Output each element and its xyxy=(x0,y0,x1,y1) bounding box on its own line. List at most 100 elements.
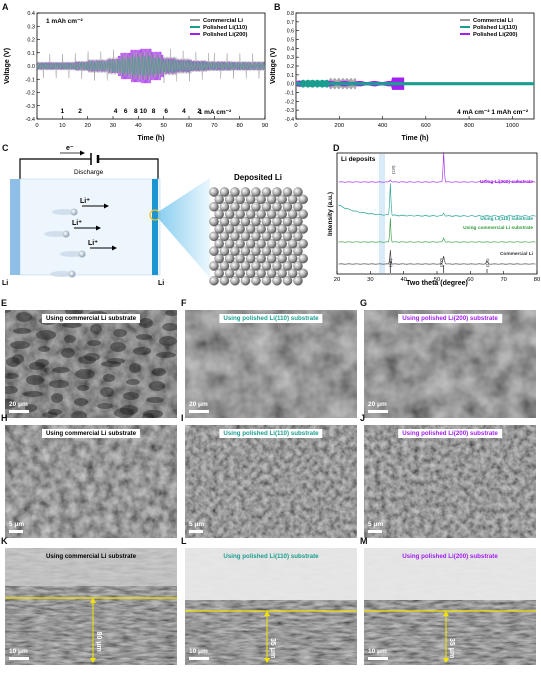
sem-image-e: Using commercial Li substrate 20 μm xyxy=(5,310,177,418)
lattice-atom xyxy=(298,253,308,264)
ion-trail xyxy=(50,271,74,277)
lattice-atom xyxy=(209,231,219,242)
chart-a-ytick-label: -0.3 xyxy=(26,104,35,110)
lattice-atom xyxy=(293,231,303,242)
lattice-atom xyxy=(240,261,251,271)
scale-bar-label: 5 μm xyxy=(368,521,384,528)
sem-image-j: Using polished Li(200) substrate 5 μm xyxy=(364,425,536,538)
panel-label-m: M xyxy=(360,536,368,546)
chart-d-peak-label: (110) xyxy=(392,165,396,174)
chart-d-peak-label: (110) xyxy=(389,258,393,267)
sem-caption: Using commercial Li substrate xyxy=(41,314,141,323)
chart-d-highlight xyxy=(379,154,385,273)
li-ion-label: Li⁺ xyxy=(88,240,98,247)
lattice-atom xyxy=(251,202,261,212)
li-ion-label: Li⁺ xyxy=(80,198,90,205)
lattice-atom xyxy=(293,202,303,212)
chart-b-legend-entry: Polished Li(110) xyxy=(473,25,517,31)
chart-a-xtick-label: 40 xyxy=(135,123,141,129)
lattice-atom xyxy=(235,239,245,249)
lattice-atom xyxy=(230,276,240,286)
li-ion-sphere xyxy=(78,250,86,258)
chart-d-xtick-label: 60 xyxy=(467,277,473,283)
chart-b-legend-entry: Polished Li(200) xyxy=(473,32,518,38)
lattice-atom xyxy=(245,239,256,249)
lattice-atom xyxy=(230,202,240,212)
chart-a-ytick-label: 0.4 xyxy=(27,11,35,17)
lattice-atom xyxy=(224,253,235,264)
chart-a-legend-entry: Polished Li(200) xyxy=(203,32,248,38)
lattice-atom xyxy=(245,194,256,205)
lattice-atom xyxy=(209,276,219,286)
lattice-atom xyxy=(251,187,261,197)
lattice-atom xyxy=(261,216,272,227)
panel-label-l: L xyxy=(181,536,187,546)
chart-d-series-label: Using commercial Li substrate xyxy=(463,225,533,231)
chart-d-xtick-label: 80 xyxy=(534,277,540,283)
lattice-atom xyxy=(293,216,303,227)
chart-b-ytick-label: 0.2 xyxy=(287,64,294,70)
chart-b-ytick-label: -0.2 xyxy=(285,99,294,105)
chart-b-ytick-label: -0.4 xyxy=(285,117,294,123)
lattice-atom xyxy=(277,268,287,279)
lattice-atom xyxy=(224,239,235,249)
lattice-atom xyxy=(277,253,287,264)
lattice-atom xyxy=(298,268,308,279)
chart-a-xtick-label: 70 xyxy=(211,123,217,129)
lattice-atom xyxy=(261,261,272,271)
chart-b-xlabel: Time (h) xyxy=(401,135,428,142)
thickness-label: 80 μm xyxy=(95,632,102,652)
lattice-atom xyxy=(251,246,261,256)
chart-b-ytick-label: -0.1 xyxy=(285,91,294,97)
chart-b-ytick-label: -0.3 xyxy=(285,108,294,114)
lattice-atom xyxy=(224,268,235,279)
chart-a-xtick-label: 60 xyxy=(186,123,192,129)
lattice-atom xyxy=(224,194,235,205)
chart-d-series-line xyxy=(338,152,536,183)
scale-bar-label: 5 μm xyxy=(189,521,205,528)
electrolyte xyxy=(19,178,161,276)
chart-d-xtick-label: 50 xyxy=(434,277,440,283)
chart-a-ytick-label: -0.2 xyxy=(26,91,35,97)
chart-b-footer: 4 mA cm⁻² 1 mAh cm⁻² xyxy=(457,109,529,116)
chart-b-xtick-label: 200 xyxy=(334,123,344,129)
chart-d-xtick-label: 30 xyxy=(367,277,373,283)
ion-trail xyxy=(52,209,76,215)
chart-b-xtick-label: 1000 xyxy=(506,123,519,129)
lattice-atom xyxy=(261,231,272,242)
lattice-atom xyxy=(224,224,235,234)
chart-d-peak-label: (200) xyxy=(439,257,443,267)
zoom-beam xyxy=(158,178,210,278)
lattice-atom xyxy=(266,224,277,234)
lattice-atom xyxy=(272,246,282,256)
chart-a-ytick-label: -0.1 xyxy=(26,77,35,83)
chart-d-series-line xyxy=(338,218,536,243)
lattice-atom xyxy=(224,209,235,219)
chart-d-series-line xyxy=(338,250,536,265)
scale-bar xyxy=(368,657,388,660)
lattice-atom xyxy=(272,202,282,212)
lattice-atom xyxy=(209,261,219,271)
lattice-atom xyxy=(256,194,266,205)
lattice-atom xyxy=(230,187,240,197)
lattice-atom xyxy=(230,246,240,256)
panel-label-j: J xyxy=(360,413,366,423)
lattice-atom xyxy=(245,253,256,264)
deposited-li-label: Deposited Li xyxy=(234,173,282,182)
lattice-atom xyxy=(256,268,266,279)
scale-bar-label: 20 μm xyxy=(189,401,208,408)
chart-b-xtick-label: 600 xyxy=(421,123,431,129)
panel-label-i: I xyxy=(181,413,184,423)
sem-caption: Using commercial Li substrate xyxy=(45,553,137,560)
chart-b-ytick-label: 0.5 xyxy=(287,38,294,44)
chart-a: -0.4 -0.3 -0.2 -0.1 0.0 0.1 0.2 0.3 0.4 0 10 20 30 4… xyxy=(4,11,268,142)
chart-a-ytick-label: 0.1 xyxy=(27,51,35,57)
lattice-atom xyxy=(287,253,298,264)
sem-caption: Using polished Li(110) substrate xyxy=(219,314,323,323)
chart-d-series-label: Using Li(200) substrate xyxy=(480,179,533,185)
li-ion-sphere xyxy=(70,208,78,216)
chart-b-ytick-label: 0.1 xyxy=(287,73,294,79)
lattice-atom xyxy=(219,216,230,227)
chart-a-rate-label: 6 xyxy=(164,108,168,115)
sem-texture xyxy=(364,425,536,538)
